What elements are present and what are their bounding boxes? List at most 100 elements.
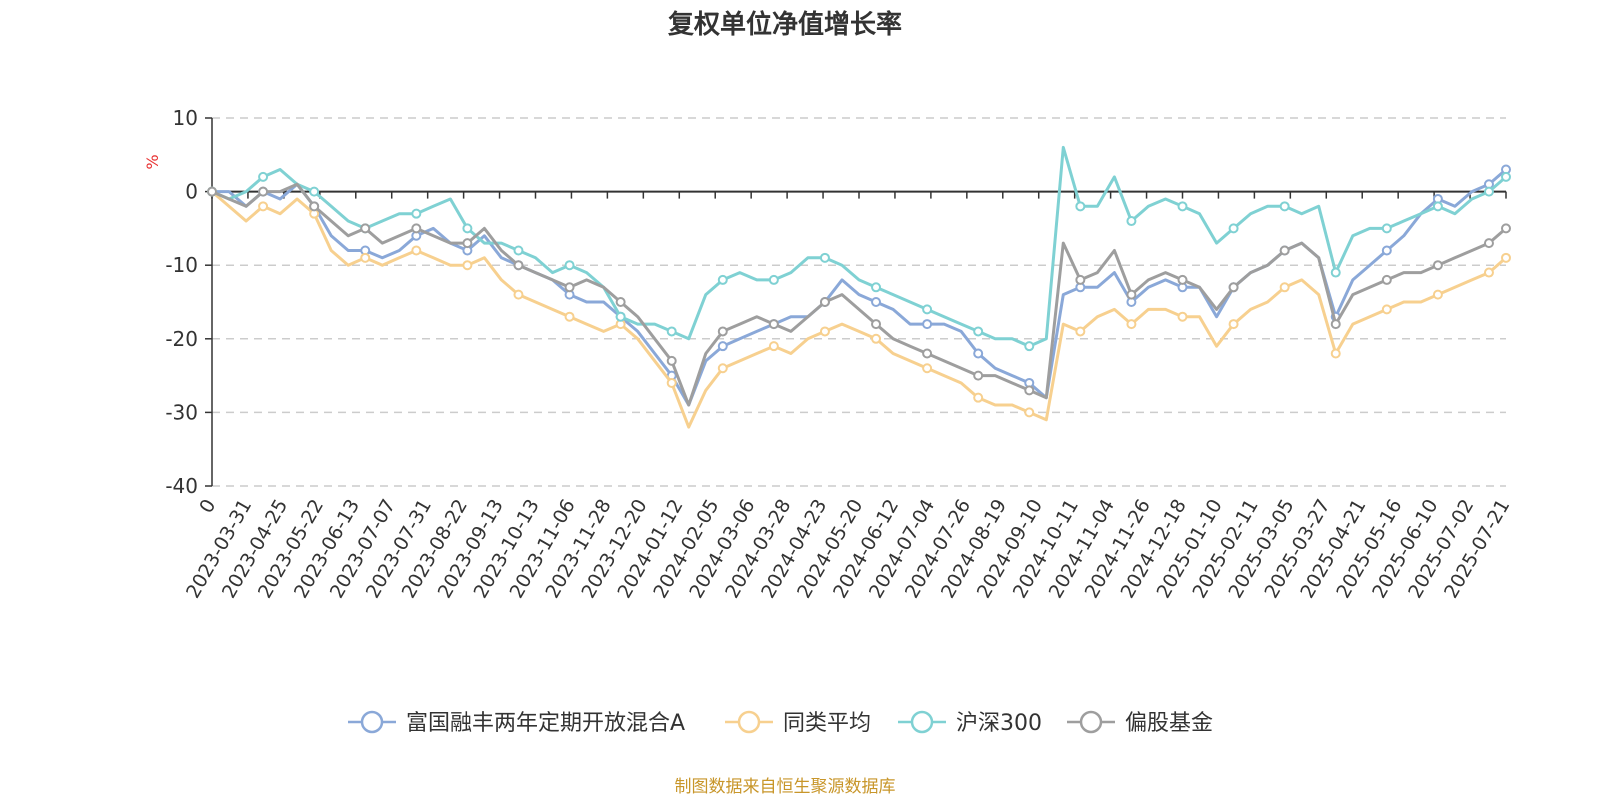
y-tick-label: -30: [165, 400, 198, 424]
series-point: [1381, 304, 1392, 315]
series-point: [1483, 267, 1494, 278]
legend-item-0[interactable]: 富国融丰两年定期开放混合A: [348, 710, 685, 736]
series-point: [1126, 289, 1137, 300]
series-point: [462, 223, 473, 234]
series-point: [1024, 407, 1035, 418]
legend-item-2[interactable]: 沪深300: [898, 710, 1042, 736]
series-point: [1483, 238, 1494, 249]
series-point: [768, 341, 779, 352]
series-point: [871, 297, 882, 307]
series-point: [564, 282, 575, 293]
series-point: [717, 363, 728, 374]
legend-label: 富国融丰两年定期开放混合A: [406, 711, 685, 736]
series-point: [1279, 282, 1290, 293]
data-source-note: 制图数据来自恒生聚源数据库: [675, 777, 896, 797]
series-point: [615, 297, 626, 307]
legend[interactable]: 富国融丰两年定期开放混合A 同类平均 沪深300 偏股基金: [348, 710, 1213, 736]
series-point: [922, 363, 933, 374]
series-point: [871, 282, 882, 293]
legend-item-3[interactable]: 偏股基金: [1067, 710, 1213, 736]
series-point: [1381, 245, 1392, 256]
y-axis-unit: %: [143, 154, 162, 169]
series-point: [258, 186, 269, 197]
series-point: [819, 297, 830, 307]
series-point: [922, 348, 933, 359]
chart-title: 复权单位净值增长率: [668, 9, 902, 40]
series-point: [1075, 326, 1086, 337]
series-point: [411, 208, 422, 219]
series-point: [309, 186, 320, 197]
series-point: [411, 245, 422, 256]
series-point: [1228, 282, 1239, 293]
series-point: [1330, 267, 1341, 278]
series-point: [207, 186, 217, 197]
legend-label: 沪深300: [956, 711, 1042, 736]
series-point: [768, 274, 779, 285]
series-point: [564, 260, 575, 271]
axes: [211, 118, 1506, 486]
series-point: [1330, 319, 1341, 330]
series-point: [615, 311, 626, 322]
series-point: [922, 304, 933, 315]
series-point: [871, 319, 882, 330]
series-point: [819, 326, 830, 337]
series-line-2: [211, 145, 1507, 348]
series-point: [309, 201, 320, 212]
series-point: [1075, 201, 1086, 212]
series-point: [1432, 260, 1443, 271]
y-tick-label: 0: [185, 180, 198, 204]
series-point: [871, 333, 882, 344]
series-point: [258, 171, 269, 182]
series-point: [717, 326, 728, 337]
series-point: [360, 252, 371, 263]
x-tick-label: 0: [195, 496, 220, 517]
series-point: [1483, 186, 1494, 197]
legend-label: 偏股基金: [1125, 711, 1213, 736]
y-tick-label: 10: [173, 106, 198, 130]
series-point: [1432, 289, 1443, 300]
series-point: [1330, 348, 1341, 359]
series-point: [513, 260, 524, 271]
series-point: [717, 274, 728, 285]
legend-circle-icon: [1079, 710, 1103, 734]
y-tick-label: -10: [165, 253, 198, 277]
series-point: [666, 326, 677, 337]
series-point: [513, 245, 524, 256]
series-point: [973, 370, 984, 381]
series-point: [1432, 201, 1443, 212]
series-point: [666, 355, 677, 366]
series-point: [1228, 319, 1239, 330]
series-point: [819, 252, 830, 263]
series-point: [1501, 171, 1511, 182]
series-point: [768, 319, 779, 330]
legend-item-1[interactable]: 同类平均: [725, 710, 871, 736]
series-point: [513, 289, 524, 300]
series-point: [258, 201, 269, 212]
series-point: [666, 377, 677, 388]
series-lines: [207, 145, 1511, 429]
grid-lines: [212, 117, 1506, 487]
series-point: [462, 238, 473, 249]
series-point: [1126, 216, 1137, 227]
series-point: [1381, 223, 1392, 234]
legend-circle-icon: [360, 710, 384, 734]
series-point: [1024, 341, 1035, 352]
y-tick-label: -20: [165, 327, 198, 351]
legend-circle-icon: [910, 710, 934, 734]
series-point: [1501, 223, 1511, 234]
series-point: [564, 311, 575, 322]
series-point: [462, 260, 473, 271]
y-axis-ticks: 10 0 -10 -20 -30 -40: [165, 106, 212, 498]
series-point: [1279, 245, 1290, 256]
series-point: [922, 319, 933, 330]
series-point: [360, 223, 371, 234]
y-tick-label: -40: [165, 474, 198, 498]
series-point: [973, 392, 984, 403]
series-point: [1228, 223, 1239, 234]
series-point: [717, 341, 728, 352]
series-line-1: [211, 190, 1507, 429]
series-point: [1024, 385, 1035, 396]
series-point: [1177, 274, 1188, 285]
series-point: [1381, 274, 1392, 285]
